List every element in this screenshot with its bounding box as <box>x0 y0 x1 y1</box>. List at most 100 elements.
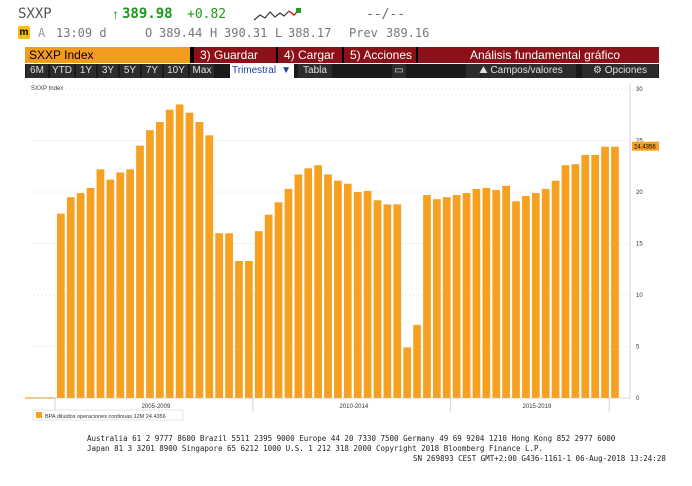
bar <box>205 135 214 398</box>
period-max[interactable]: Max <box>190 64 214 78</box>
fields-button[interactable]: ⛰ Campos/valores <box>466 64 576 78</box>
bar <box>57 213 65 398</box>
bar <box>413 324 421 398</box>
bar <box>215 233 224 398</box>
bar <box>106 179 115 398</box>
bar <box>314 165 322 398</box>
frequency-select[interactable]: Trimestral ▼ <box>230 64 294 78</box>
eps-bar-chart: SXXP Index 0 5 10 15 20 25 30 24.4356 2005-2009… <box>25 79 659 431</box>
x-period-label: 2015-2019 <box>523 404 552 410</box>
y-tick-label: 30 <box>636 87 643 93</box>
prev-value: 389.16 <box>386 26 430 40</box>
low-label: L <box>275 26 283 40</box>
bar <box>264 214 273 398</box>
bar <box>502 185 510 398</box>
bar <box>581 154 590 398</box>
bar <box>235 261 243 398</box>
bar <box>76 193 85 398</box>
bar <box>86 187 95 398</box>
period-10y[interactable]: 10Y <box>164 64 188 78</box>
bar <box>116 172 125 398</box>
bar <box>136 145 144 398</box>
bar <box>433 199 441 398</box>
quote-time: 13:09 d <box>56 26 107 40</box>
bar <box>225 233 233 398</box>
bar <box>284 188 293 398</box>
period-ytd[interactable]: YTD <box>50 64 74 78</box>
last-price: 389.98 <box>122 6 173 22</box>
settings-toggle-icon[interactable]: ▭ <box>392 64 406 78</box>
bar <box>442 197 451 398</box>
bar <box>274 202 283 398</box>
period-3y[interactable]: 3Y <box>98 64 118 78</box>
legend-swatch <box>36 412 42 418</box>
bar <box>254 231 263 398</box>
bar <box>294 174 303 398</box>
y-tick-label: 5 <box>636 345 640 351</box>
actions-button[interactable]: 5) Acciones <box>344 47 416 63</box>
open-label: O <box>145 26 153 40</box>
bid-ask: --/-- <box>366 7 406 22</box>
last-value-label: 24.4356 <box>634 145 656 151</box>
quote-header: SXXP ↑ 389.98 +0.82 --/-- m A 13:09 d O … <box>16 6 660 42</box>
save-button[interactable]: 3) Guardar <box>194 47 276 63</box>
footer-line-3: SN 269893 CEST GMT+2:00 G436-1161-1 06-A… <box>413 454 666 463</box>
bar <box>334 180 342 398</box>
table-button[interactable]: Tabla <box>298 64 332 78</box>
bar <box>324 174 332 398</box>
gear-icon: ⚙ <box>593 65 602 76</box>
bar <box>66 197 75 398</box>
m-badge-icon: m <box>18 26 30 39</box>
period-5y[interactable]: 5Y <box>120 64 140 78</box>
footer-line-1: Australia 61 2 9777 8600 Brazil 5511 239… <box>87 434 616 443</box>
bars <box>25 104 619 399</box>
bar <box>452 195 461 398</box>
period-6m[interactable]: 6M <box>26 64 48 78</box>
legend-box <box>32 409 184 421</box>
bar <box>393 204 402 398</box>
bar <box>195 121 204 399</box>
options-button[interactable]: ⚙ Opciones <box>582 64 658 78</box>
bar <box>522 196 530 398</box>
chevron-down-icon: ▼ <box>281 65 291 76</box>
y-tick-label: 10 <box>636 293 643 299</box>
bar <box>531 193 540 398</box>
y-tick-label: 25 <box>636 139 643 145</box>
a-label: A <box>38 26 46 40</box>
low-value: 388.17 <box>288 26 332 40</box>
prev-label: Prev <box>349 26 378 40</box>
open-value: 389.44 <box>159 26 203 40</box>
bar <box>571 164 580 398</box>
fields-label: Campos/valores <box>490 65 563 76</box>
legend-label: BPA diluidos operaciones continuas 12M 2… <box>45 414 166 420</box>
frequency-value: Trimestral <box>232 65 277 76</box>
bar <box>482 187 491 398</box>
bar <box>561 165 570 398</box>
bar <box>343 183 352 398</box>
load-button[interactable]: 4) Cargar <box>278 47 342 63</box>
footer-line-2: Japan 81 3 3201 8900 Singapore 65 6212 1… <box>87 444 544 453</box>
period-7y[interactable]: 7Y <box>142 64 162 78</box>
y-axis: 0 5 10 15 20 25 30 24.4356 <box>629 83 659 402</box>
high-label: H <box>210 26 218 40</box>
options-label: Opciones <box>604 65 647 76</box>
bar <box>126 169 134 398</box>
bar <box>373 200 382 398</box>
y-tick-label: 15 <box>636 242 643 248</box>
bar <box>551 180 560 398</box>
period-1y[interactable]: 1Y <box>76 64 96 78</box>
bar <box>96 169 105 398</box>
y-tick-label: 20 <box>636 190 643 196</box>
x-axis: 2005-2009 2010-2014 2015-2019 <box>33 397 630 412</box>
bar <box>591 154 600 398</box>
x-period-label: 2010-2014 <box>339 404 368 410</box>
bar <box>353 192 362 398</box>
bar <box>304 168 313 398</box>
bar <box>146 130 154 398</box>
bar <box>492 189 501 398</box>
bar <box>611 146 619 398</box>
y-tick-label: 0 <box>636 396 640 402</box>
panel-title: Análisis fundamental gráfico <box>418 47 659 63</box>
price-change: +0.82 <box>187 7 227 22</box>
bar <box>185 112 194 398</box>
